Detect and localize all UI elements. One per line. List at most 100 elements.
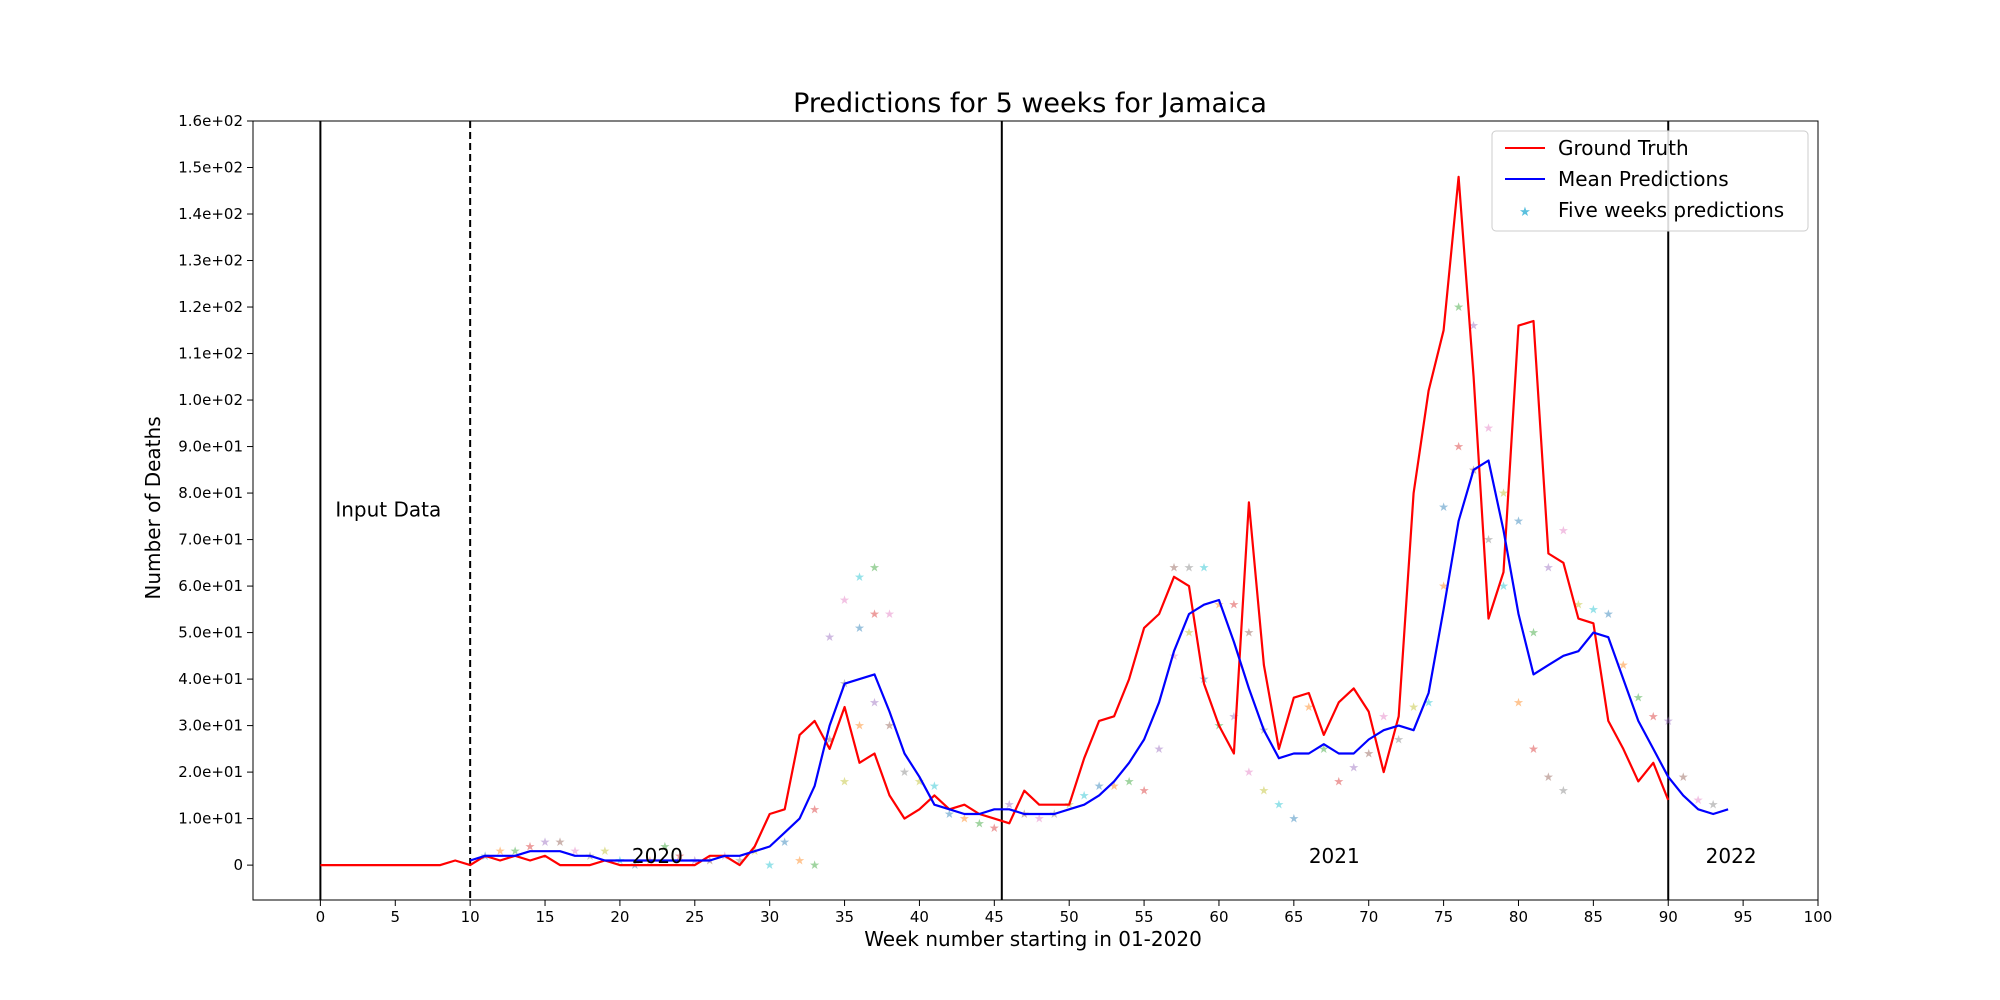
- x-tick-label: 75: [1434, 908, 1453, 926]
- prediction-marker: ★: [1618, 658, 1629, 672]
- x-tick-label: 65: [1284, 908, 1303, 926]
- y-tick-label: 2.0e+01: [178, 763, 243, 781]
- y-tick-label: 1.2e+02: [178, 298, 243, 316]
- x-tick-label: 95: [1734, 908, 1753, 926]
- prediction-marker: ★: [1124, 774, 1135, 788]
- prediction-marker: ★: [794, 853, 805, 867]
- x-tick-label: 80: [1509, 908, 1528, 926]
- prediction-marker: ★: [1139, 784, 1150, 798]
- prediction-marker: ★: [929, 779, 940, 793]
- prediction-marker: ★: [1513, 695, 1524, 709]
- y-tick-label: 8.0e+01: [178, 484, 243, 502]
- prediction-marker: ★: [1393, 733, 1404, 747]
- prediction-marker: ★: [1229, 598, 1240, 612]
- prediction-marker: ★: [1378, 709, 1389, 723]
- prediction-marker: ★: [1558, 523, 1569, 537]
- y-ticks: 0 1.0e+01 2.0e+01 3.0e+01 4.0e+01 5.0e+01 6.0e…: [178, 112, 253, 874]
- x-tick-label: 70: [1359, 908, 1378, 926]
- prediction-marker: ★: [869, 695, 880, 709]
- prediction-marker: ★: [1169, 649, 1180, 663]
- x-tick-label: 100: [1804, 908, 1833, 926]
- prediction-marker: ★: [764, 858, 775, 872]
- prediction-marker: ★: [884, 607, 895, 621]
- x-tick-label: 10: [461, 908, 480, 926]
- prediction-marker: ★: [674, 849, 685, 863]
- prediction-marker: ★: [824, 733, 835, 747]
- prediction-marker: ★: [1423, 695, 1434, 709]
- prediction-marker: ★: [1079, 788, 1090, 802]
- prediction-marker: ★: [809, 858, 820, 872]
- prediction-marker: ★: [1543, 560, 1554, 574]
- prediction-marker: ★: [1708, 798, 1719, 812]
- y-tick-label: 4.0e+01: [178, 670, 243, 688]
- annotation-text: 2021: [1309, 844, 1360, 868]
- prediction-marker: ★: [1528, 626, 1539, 640]
- prediction-marker: ★: [1498, 579, 1509, 593]
- x-tick-label: 45: [985, 908, 1004, 926]
- x-tick-label: 85: [1584, 908, 1603, 926]
- prediction-marker: ★: [734, 853, 745, 867]
- prediction-marker: ★: [1004, 798, 1015, 812]
- prediction-marker: ★: [1483, 421, 1494, 435]
- y-tick-label: 1.5e+02: [178, 159, 243, 177]
- prediction-marker: ★: [959, 812, 970, 826]
- prediction-marker: ★: [1693, 793, 1704, 807]
- x-tick-label: 55: [1135, 908, 1154, 926]
- prediction-marker: ★: [1438, 579, 1449, 593]
- y-tick-label: 9.0e+01: [178, 438, 243, 456]
- prediction-marker: ★: [1094, 779, 1105, 793]
- prediction-marker: ★: [854, 621, 865, 635]
- x-tick-label: 60: [1209, 908, 1228, 926]
- prediction-marker: ★: [1154, 742, 1165, 756]
- annotations: Input Data 2020 2021 2022: [335, 497, 1756, 867]
- prediction-marker: ★: [1588, 602, 1599, 616]
- legend-label-five-weeks-predictions: Five weeks predictions: [1558, 198, 1784, 222]
- x-tick-label: 90: [1659, 908, 1678, 926]
- prediction-marker: ★: [1184, 626, 1195, 640]
- prediction-marker: ★: [1273, 798, 1284, 812]
- prediction-marker: ★: [1678, 770, 1689, 784]
- prediction-marker: ★: [944, 807, 955, 821]
- prediction-marker: ★: [1468, 319, 1479, 333]
- annotation-text: 2022: [1706, 844, 1757, 868]
- annotation-text: 2020: [632, 844, 683, 868]
- prediction-marker: ★: [869, 560, 880, 574]
- prediction-marker: ★: [1184, 560, 1195, 574]
- prediction-marker: ★: [974, 816, 985, 830]
- prediction-marker: ★: [659, 840, 670, 854]
- x-tick-label: 20: [610, 908, 629, 926]
- prediction-marker: ★: [1333, 774, 1344, 788]
- prediction-marker: ★: [495, 844, 506, 858]
- prediction-marker: ★: [1498, 486, 1509, 500]
- y-tick-label: 1.3e+02: [178, 252, 243, 270]
- prediction-marker: ★: [510, 844, 521, 858]
- prediction-marker: ★: [869, 607, 880, 621]
- x-axis-label: Week number starting in 01-2020: [864, 927, 1202, 951]
- x-tick-label: 40: [910, 908, 929, 926]
- prediction-marker: ★: [899, 765, 910, 779]
- prediction-marker: ★: [1109, 779, 1120, 793]
- series-line-mean-predictions: [469, 459, 1729, 862]
- y-tick-label: 1.1e+02: [178, 345, 243, 363]
- annotation-text: Input Data: [335, 497, 441, 521]
- prediction-marker: ★: [1288, 812, 1299, 826]
- prediction-marker: ★: [1453, 440, 1464, 454]
- prediction-marker: ★: [570, 844, 581, 858]
- prediction-marker: ★: [600, 844, 611, 858]
- prediction-marker: ★: [839, 593, 850, 607]
- prediction-marker: ★: [1199, 560, 1210, 574]
- legend-label-mean-predictions: Mean Predictions: [1558, 167, 1729, 191]
- prediction-marker: ★: [1453, 300, 1464, 314]
- y-tick-label: 5.0e+01: [178, 624, 243, 642]
- prediction-marker: ★: [989, 821, 1000, 835]
- prediction-marker: ★: [1318, 742, 1329, 756]
- x-tick-label: 0: [316, 908, 326, 926]
- x-tick-label: 5: [390, 908, 400, 926]
- x-ticks: 0 5 10 15 20 25 30 35 40 45 50 55 60 65 70 75 80 85 90 95 10…: [316, 900, 1833, 926]
- prediction-marker: ★: [1513, 514, 1524, 528]
- prediction-marker: ★: [1408, 700, 1419, 714]
- y-tick-label: 1.0e+01: [178, 810, 243, 828]
- prediction-marker: ★: [540, 835, 551, 849]
- prediction-marker: ★: [1648, 709, 1659, 723]
- y-tick-label: 6.0e+01: [178, 577, 243, 595]
